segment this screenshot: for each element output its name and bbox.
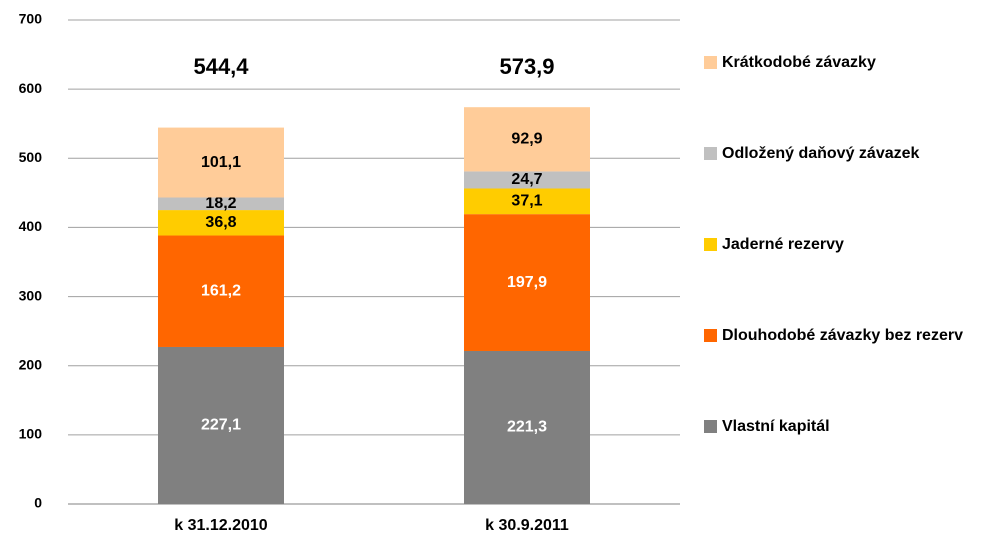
- legend-label: Dlouhodobé závazky bez rezerv: [722, 327, 963, 344]
- y-tick-label: 500: [19, 149, 43, 165]
- legend-item: Krátkodobé závazky: [704, 52, 994, 74]
- data-label: 227,1: [201, 417, 241, 434]
- legend-label: Krátkodobé závazky: [722, 54, 876, 71]
- legend-label: Odložený daňový závazek: [722, 145, 920, 162]
- bar-segment: [158, 346, 284, 504]
- y-tick-label: 700: [19, 11, 43, 27]
- data-label: 18,2: [205, 195, 236, 212]
- y-tick-label: 0: [34, 495, 42, 511]
- bar-segment: [464, 188, 590, 215]
- data-label: 221,3: [507, 419, 547, 436]
- legend-label: Jaderné rezervy: [722, 236, 844, 253]
- legend-item: Jaderné rezervy: [704, 234, 994, 256]
- data-label: 24,7: [511, 171, 542, 188]
- bar-segment: [158, 235, 284, 347]
- legend-swatch: [704, 56, 717, 69]
- legend-swatch: [704, 147, 717, 160]
- legend-swatch: [704, 420, 717, 433]
- legend-item: Odložený daňový závazek: [704, 143, 994, 165]
- bar-segment: [158, 210, 284, 236]
- bar-segment: [158, 197, 284, 211]
- legend-swatch: [704, 329, 717, 342]
- legend-label: Vlastní kapitál: [722, 418, 830, 435]
- data-label: 36,8: [205, 214, 236, 231]
- bar-segment: [464, 350, 590, 504]
- total-label: 544,4: [193, 54, 249, 79]
- data-label: 92,9: [511, 131, 542, 148]
- data-label: 37,1: [511, 193, 542, 210]
- data-label: 197,9: [507, 274, 547, 291]
- y-tick-label: 400: [19, 218, 43, 234]
- bar-segment: [464, 107, 590, 172]
- y-tick-label: 200: [19, 356, 43, 372]
- legend-item: Vlastní kapitál: [704, 416, 994, 438]
- total-label: 573,9: [499, 54, 554, 79]
- bar-segment: [464, 214, 590, 351]
- x-tick-label: k 31.12.2010: [174, 517, 268, 534]
- y-tick-label: 100: [19, 426, 43, 442]
- data-label: 101,1: [201, 154, 241, 171]
- data-label: 161,2: [201, 282, 241, 299]
- bar-segment: [464, 171, 590, 189]
- legend-swatch: [704, 238, 717, 251]
- legend-item: Dlouhodobé závazky bez rezerv: [704, 325, 994, 347]
- bar-segment: [158, 127, 284, 198]
- x-tick-label: k 30.9.2011: [485, 517, 569, 534]
- y-tick-label: 300: [19, 287, 43, 303]
- y-tick-label: 600: [19, 80, 43, 96]
